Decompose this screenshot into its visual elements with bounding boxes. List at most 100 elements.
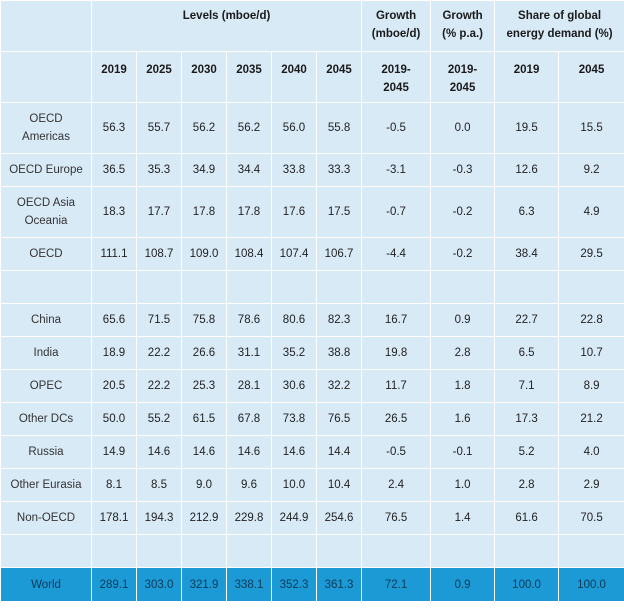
year-2045: 2045 [315, 51, 363, 103]
table-cell: 10.4 [315, 468, 363, 502]
header-growth-mboe: Growth (mboe/d) [361, 0, 432, 52]
growth-mboe-period: 2019- 2045 [361, 51, 432, 103]
row-label: China [0, 303, 92, 337]
world-label: World [0, 567, 92, 602]
table-cell: -0.3 [430, 153, 496, 187]
table-cell: 56.2 [181, 102, 227, 154]
table-row: India 18.9 22.2 26.6 31.1 35.2 38.8 19.8… [0, 336, 624, 370]
header-growth-pct-line1: Growth [442, 10, 483, 22]
table-cell: 38.4 [494, 237, 560, 271]
table-cell: 28.1 [226, 369, 272, 403]
table-cell: 22.2 [136, 369, 182, 403]
row-label-line2: Americas [22, 131, 70, 143]
table-cell: 65.6 [91, 303, 137, 337]
table-cell: 194.3 [136, 501, 182, 535]
row-label: Other Eurasia [0, 468, 92, 502]
table-cell: 55.8 [315, 102, 363, 154]
table-row: Other Eurasia 8.1 8.5 9.0 9.6 10.0 10.4 … [0, 468, 624, 502]
table-cell: 1.4 [430, 501, 496, 535]
table-cell: 9.2 [558, 153, 624, 187]
table-cell: 76.5 [361, 501, 432, 535]
table-cell: 76.5 [315, 402, 363, 436]
table-cell: 17.8 [181, 186, 227, 238]
table-cell: 212.9 [181, 501, 227, 535]
table-cell: 71.5 [136, 303, 182, 337]
year-2040: 2040 [271, 51, 317, 103]
header-growth-pct: Growth (% p.a.) [430, 0, 496, 52]
table-cell: 56.0 [271, 102, 317, 154]
table-cell: 19.8 [361, 336, 432, 370]
table-cell: 17.5 [315, 186, 363, 238]
table-cell: 10.7 [558, 336, 624, 370]
table-cell: 8.9 [558, 369, 624, 403]
header-share: Share of global energy demand (%) [494, 0, 624, 52]
table-cell: 108.4 [226, 237, 272, 271]
table-cell: 9.0 [181, 468, 227, 502]
table-cell: 56.2 [226, 102, 272, 154]
growth-mboe-period-end: 2045 [383, 82, 409, 94]
table-cell: 36.5 [91, 153, 137, 187]
table-cell: 352.3 [271, 567, 317, 602]
table-cell: 14.6 [226, 435, 272, 469]
table-cell: 303.0 [136, 567, 182, 602]
growth-pct-period: 2019- 2045 [430, 51, 496, 103]
table-cell: 8.1 [91, 468, 137, 502]
table-row: Other DCs 50.0 55.2 61.5 67.8 73.8 76.5 … [0, 402, 624, 436]
table-cell: 22.2 [136, 336, 182, 370]
header-levels: Levels (mboe/d) [90, 0, 363, 52]
table-cell: 33.8 [271, 153, 317, 187]
table-cell: 321.9 [181, 567, 227, 602]
table-cell: 35.2 [271, 336, 317, 370]
table-cell: 12.6 [494, 153, 560, 187]
table-cell: 108.7 [136, 237, 182, 271]
table-cell: 19.5 [494, 102, 560, 154]
table-cell: 6.3 [494, 186, 560, 238]
table-cell: 0.9 [430, 567, 496, 602]
row-label: India [0, 336, 92, 370]
row-label: OECD Europe [0, 153, 92, 187]
table-cell: 6.5 [494, 336, 560, 370]
table-cell: 5.2 [494, 435, 560, 469]
table-cell: 9.6 [226, 468, 272, 502]
table-cell: -0.2 [430, 186, 496, 238]
table-cell: 107.4 [271, 237, 317, 271]
table-cell: 31.1 [226, 336, 272, 370]
table-cell: 55.7 [136, 102, 182, 154]
table-cell: 20.5 [91, 369, 137, 403]
table-row: OECD 111.1 108.7 109.0 108.4 107.4 106.7… [0, 237, 624, 271]
table-cell: 61.5 [181, 402, 227, 436]
table-cell: 1.0 [430, 468, 496, 502]
table-cell: 2.9 [558, 468, 624, 502]
row-label-line1: OECD Asia [16, 197, 76, 209]
table-cell: 1.6 [430, 402, 496, 436]
table-cell: 1.8 [430, 369, 496, 403]
header-row: Levels (mboe/d) Growth (mboe/d) Growth (… [0, 0, 624, 52]
table-row: OPEC 20.5 22.2 25.3 28.1 30.6 32.2 11.7 … [0, 369, 624, 403]
share-year-2019: 2019 [494, 51, 560, 103]
table-cell: 72.1 [361, 567, 432, 602]
table-cell: 61.6 [494, 501, 560, 535]
subheader-corner [0, 51, 92, 103]
table-cell: 22.8 [558, 303, 624, 337]
row-label: Other DCs [0, 402, 92, 436]
table-cell: 338.1 [226, 567, 272, 602]
table-cell: 109.0 [181, 237, 227, 271]
growth-pct-period-start: 2019- [447, 64, 478, 76]
table-cell: 100.0 [558, 567, 624, 602]
table-cell: 15.5 [558, 102, 624, 154]
row-label: OECD Asia Oceania [0, 186, 92, 238]
row-label-line1: OECD [29, 113, 63, 125]
header-growth-pct-line2: (% p.a.) [442, 28, 483, 40]
table-cell: -0.2 [430, 237, 496, 271]
table-cell: -0.5 [361, 102, 432, 154]
table-cell: 17.8 [226, 186, 272, 238]
row-label: Non-OECD [0, 501, 92, 535]
year-2035: 2035 [226, 51, 272, 103]
table-cell: 14.6 [181, 435, 227, 469]
year-2019: 2019 [91, 51, 137, 103]
table-cell: 16.7 [361, 303, 432, 337]
table-cell: 32.2 [315, 369, 363, 403]
share-year-2045: 2045 [558, 51, 624, 103]
table-row: OECD Asia Oceania 18.3 17.7 17.8 17.8 17… [0, 186, 624, 238]
